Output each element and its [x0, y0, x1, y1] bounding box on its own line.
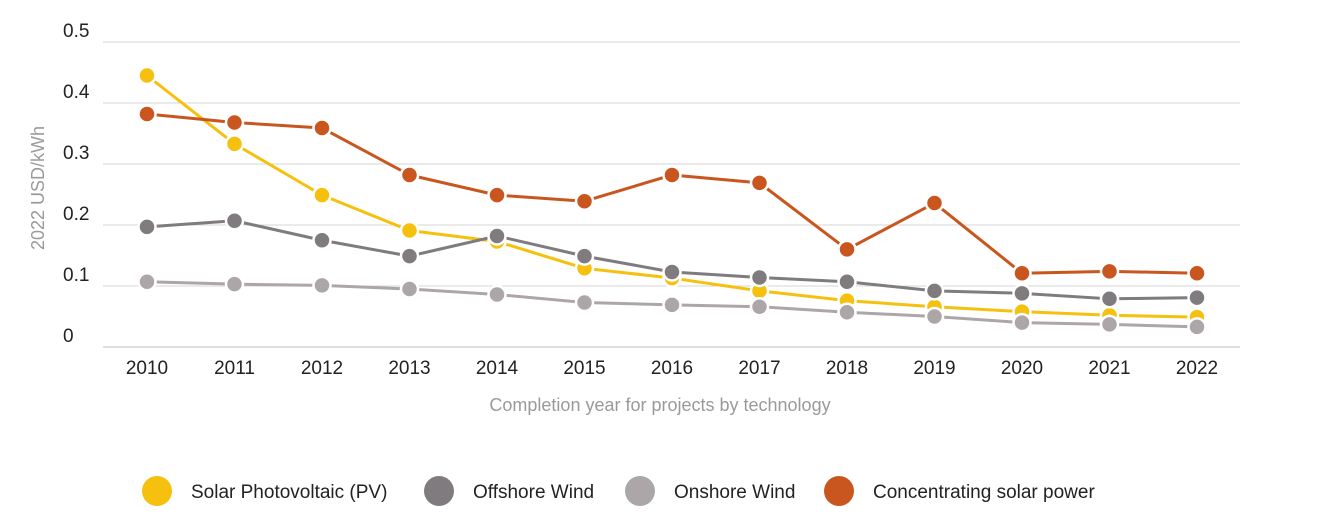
data-point — [137, 271, 157, 292]
legend-swatch — [424, 476, 454, 506]
data-point — [1012, 263, 1032, 283]
y-tick-label: 0.4 — [63, 82, 90, 103]
data-point — [312, 185, 332, 205]
legend-swatch — [824, 476, 854, 506]
x-tick-label: 2017 — [738, 358, 780, 379]
series-line-3 — [145, 112, 1199, 275]
data-point — [224, 210, 245, 231]
data-point — [662, 165, 682, 185]
data-point — [749, 173, 770, 193]
data-point — [924, 306, 945, 327]
legend-label: Concentrating solar power — [873, 482, 1095, 503]
data-point — [1187, 287, 1207, 308]
data-point — [837, 239, 857, 260]
data-point — [1012, 283, 1032, 304]
data-point — [487, 284, 507, 305]
x-tick-label: 2022 — [1176, 358, 1218, 379]
data-point — [137, 217, 157, 237]
legend-swatch — [142, 476, 172, 506]
x-tick-label: 2019 — [913, 358, 955, 379]
data-point — [1099, 261, 1120, 282]
y-tick-label: 0.2 — [63, 204, 89, 225]
legend-item: Offshore Wind — [424, 476, 594, 506]
data-point — [749, 267, 770, 288]
data-point — [837, 271, 857, 292]
x-tick-label: 2015 — [563, 358, 605, 379]
legend-label: Solar Photovoltaic (PV) — [191, 482, 387, 503]
data-point — [487, 185, 507, 205]
x-tick-label: 2013 — [388, 358, 430, 379]
legend-label: Offshore Wind — [473, 482, 594, 503]
x-tick-label: 2016 — [651, 358, 693, 379]
y-axis-ticks: 0 0.1 0.2 0.3 0.4 0.5 — [63, 21, 90, 347]
data-point — [399, 165, 420, 185]
data-point — [1187, 263, 1207, 283]
x-axis-title: Completion year for projects by technolo… — [489, 395, 830, 415]
x-tick-label: 2011 — [214, 358, 255, 379]
legend-label: Onshore Wind — [674, 482, 795, 503]
data-point — [224, 274, 245, 294]
data-point — [137, 104, 157, 124]
x-tick-label: 2018 — [826, 358, 868, 379]
data-point — [312, 275, 332, 296]
data-point — [224, 112, 245, 133]
data-point — [224, 134, 245, 154]
data-point — [137, 65, 157, 86]
data-point — [924, 281, 945, 301]
x-tick-label: 2012 — [301, 358, 343, 379]
data-point — [399, 279, 420, 299]
y-axis-title: 2022 USD/kWh — [28, 126, 48, 250]
legend-item: Concentrating solar power — [824, 476, 1095, 506]
series-lines — [145, 74, 1199, 329]
series-markers — [137, 65, 1207, 337]
x-tick-label: 2020 — [1001, 358, 1043, 379]
x-axis-ticks: 2010 2011 2012 2013 2014 2015 2016 2017 2018 2019… — [126, 358, 1218, 379]
y-tick-label: 0 — [63, 326, 74, 347]
x-tick-label: 2014 — [476, 358, 519, 379]
data-point — [574, 292, 595, 313]
x-tick-label: 2021 — [1088, 358, 1130, 379]
data-point — [1099, 289, 1120, 309]
legend: Solar Photovoltaic (PV) Offshore Wind Onsh… — [142, 476, 1095, 506]
x-tick-label: 2010 — [126, 358, 168, 379]
data-point — [574, 191, 595, 211]
data-point — [1187, 317, 1207, 337]
data-point — [662, 295, 682, 315]
data-point — [924, 193, 945, 213]
legend-swatch — [625, 476, 655, 506]
data-point — [837, 302, 857, 322]
y-tick-label: 0.1 — [63, 265, 89, 286]
data-point — [312, 118, 332, 138]
y-tick-label: 0.3 — [63, 143, 89, 164]
data-point — [749, 296, 770, 317]
data-point — [1012, 312, 1032, 333]
legend-item: Onshore Wind — [625, 476, 795, 506]
data-point — [574, 246, 595, 266]
data-point — [399, 246, 420, 266]
data-point — [487, 226, 507, 246]
data-point — [312, 230, 332, 250]
y-tick-label: 0.5 — [63, 21, 89, 42]
legend-item: Solar Photovoltaic (PV) — [142, 476, 387, 506]
data-point — [1099, 314, 1120, 335]
data-point — [662, 262, 682, 282]
data-point — [399, 220, 420, 241]
